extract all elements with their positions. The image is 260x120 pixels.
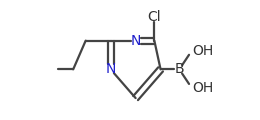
Text: B: B (174, 62, 184, 76)
Text: OH: OH (192, 44, 213, 58)
Text: N: N (131, 34, 141, 48)
Text: OH: OH (192, 81, 213, 95)
Text: Cl: Cl (147, 10, 161, 24)
Text: N: N (106, 62, 116, 76)
